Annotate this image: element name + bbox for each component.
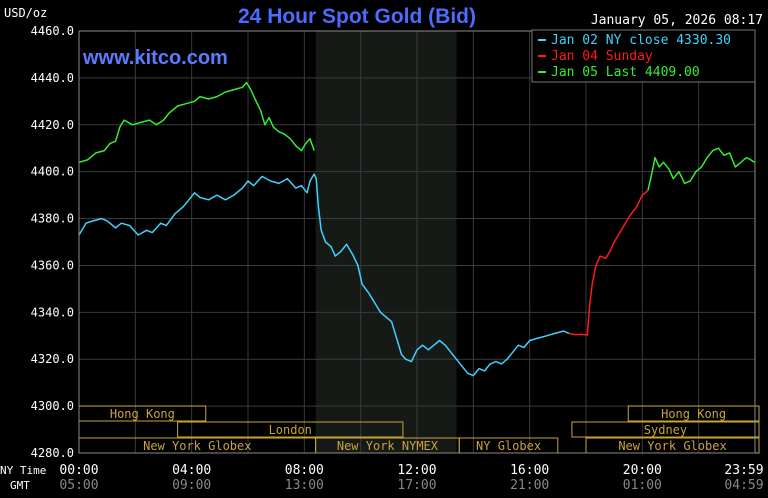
y-tick-label: 4400.0	[31, 165, 74, 179]
y-tick-label: 4420.0	[31, 118, 74, 132]
y-tick-label: 4300.0	[31, 399, 74, 413]
session-box	[571, 421, 760, 438]
x-tick-label-gmt: 04:59	[724, 478, 763, 493]
session-label: Sydney	[644, 423, 687, 437]
y-tick-label: 4340.0	[31, 305, 74, 319]
x-tick-label-ny: 12:00	[397, 463, 436, 478]
x-tick-label-ny: 00:00	[59, 463, 98, 478]
y-tick-label: 4360.0	[31, 258, 74, 272]
legend-entry: Jan 05 Last 4409.00	[551, 65, 700, 80]
y-tick-label: 4380.0	[31, 212, 74, 226]
series-line-2	[78, 81, 315, 164]
session-label: Hong Kong	[661, 407, 726, 421]
session-label: New York Globex	[143, 439, 251, 453]
x-tick-label-gmt: 13:00	[285, 478, 324, 493]
legend-entry: Jan 02 NY close 4330.30	[551, 33, 731, 48]
session-label: New York Globex	[618, 439, 726, 453]
session-label: New York NYMEX	[337, 439, 439, 453]
y-tick-label: 4280.0	[31, 446, 74, 460]
series-line-0	[78, 173, 570, 377]
x-tick-label-gmt: 05:00	[59, 478, 98, 493]
y-tick-label: 4320.0	[31, 352, 74, 366]
ny-time-row-label: NY Time	[0, 464, 46, 477]
chart-title: 24 Hour Spot Gold (Bid)	[238, 5, 476, 28]
x-tick-label-ny: 16:00	[510, 463, 549, 478]
legend-box	[531, 29, 756, 83]
x-tick-label-gmt: 01:00	[623, 478, 662, 493]
session-box	[177, 421, 404, 438]
shaded-session-region	[315, 31, 457, 453]
session-label: NY Globex	[476, 439, 541, 453]
x-tick-label-gmt: 17:00	[397, 478, 436, 493]
kitco-watermark[interactable]: www.kitco.com	[82, 47, 228, 69]
y-tick-label: 4460.0	[31, 24, 74, 38]
x-tick-label-gmt: 09:00	[172, 478, 211, 493]
x-tick-label-gmt: 21:00	[510, 478, 549, 493]
gmt-row-label: GMT	[10, 479, 30, 492]
series-line-3	[647, 147, 755, 191]
session-label: London	[269, 423, 312, 437]
x-tick-label-ny: 23:59	[724, 463, 763, 478]
legend-entry: Jan 04 Sunday	[551, 49, 653, 64]
timestamp: January 05, 2026 08:17	[591, 13, 763, 28]
plot-frame	[78, 30, 756, 454]
y-tick-label: 4440.0	[31, 71, 74, 85]
x-tick-label-ny: 04:00	[172, 463, 211, 478]
x-tick-label-ny: 08:00	[285, 463, 324, 478]
series-line-1	[568, 189, 649, 336]
session-label: Hong Kong	[110, 407, 175, 421]
y-axis-unit-label: USD/oz	[4, 6, 47, 20]
session-box	[627, 405, 760, 422]
x-tick-label-ny: 20:00	[623, 463, 662, 478]
